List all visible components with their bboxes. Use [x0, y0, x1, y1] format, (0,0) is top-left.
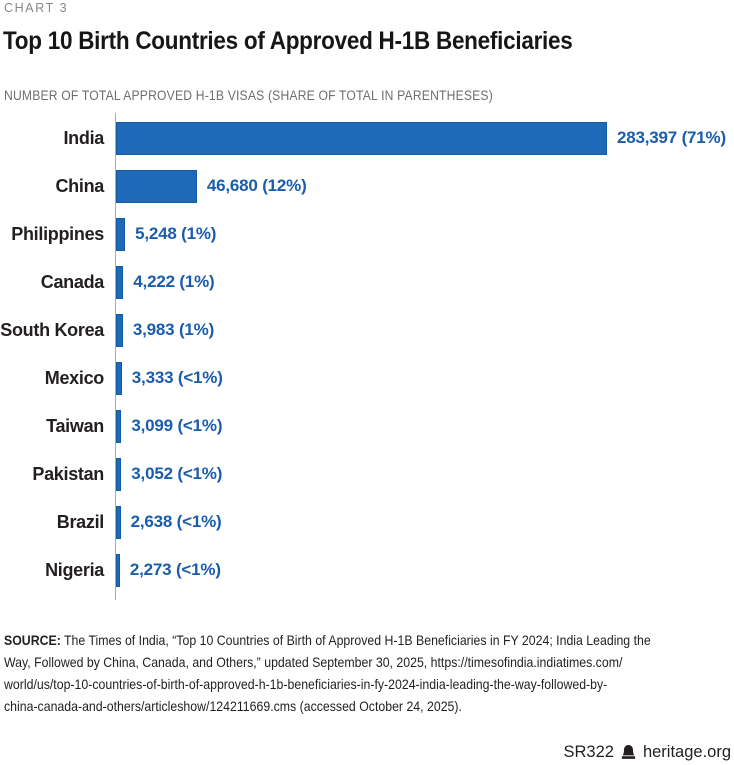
category-label: Brazil: [56, 511, 105, 532]
bar-row: Mexico 3,333 (<1%): [0, 354, 734, 402]
bar-area: 46,680 (12%): [116, 162, 734, 210]
bar: [116, 409, 122, 443]
value-label: 4,222 (1%): [133, 272, 215, 291]
bar: [116, 505, 121, 539]
source-label: SOURCE:: [4, 632, 61, 648]
bar-area: 3,099 (<1%): [116, 402, 734, 450]
category-label: Mexico: [44, 367, 105, 388]
category-label: Philippines: [11, 223, 104, 244]
bar: [116, 217, 126, 251]
heritage-bell-icon: [621, 745, 636, 759]
value-label: 46,680 (12%): [206, 176, 307, 195]
bar-area: 4,222 (1%): [116, 258, 734, 306]
value-label: 5,248 (1%): [135, 224, 217, 243]
bar-row: Taiwan 3,099 (<1%): [0, 402, 734, 450]
source-note: SOURCE: The Times of India, “Top 10 Coun…: [4, 629, 734, 717]
bar: [116, 553, 120, 587]
bar: [116, 169, 197, 203]
source-line-3: world/us/top-10-countries-of-birth-of-ap…: [4, 676, 608, 692]
bar-area: 3,333 (<1%): [116, 354, 734, 402]
bar-rows: India 283,397 (71%) China 46,680 (12%) P…: [0, 114, 734, 594]
bar: [116, 313, 123, 347]
bar-row: Brazil 2,638 (<1%): [0, 498, 734, 546]
bar-chart: India 283,397 (71%) China 46,680 (12%) P…: [0, 113, 734, 600]
site-name: heritage.org: [642, 743, 731, 761]
category-label: Nigeria: [45, 559, 104, 580]
bar: [116, 121, 607, 155]
value-label: 3,052 (<1%): [131, 464, 223, 483]
bar: [116, 265, 124, 299]
bar-row: South Korea 3,983 (1%): [0, 306, 734, 354]
bar-row: India 283,397 (71%): [0, 114, 734, 162]
report-id: SR322: [563, 743, 614, 761]
bar-area: 5,248 (1%): [116, 210, 734, 258]
bar-row: Philippines 5,248 (1%): [0, 210, 734, 258]
bar: [116, 361, 122, 395]
value-label: 2,638 (<1%): [130, 512, 222, 531]
bar-area: 2,638 (<1%): [116, 498, 734, 546]
category-label: Canada: [40, 271, 105, 292]
source-line-1: SOURCE: The Times of India, “Top 10 Coun…: [4, 629, 734, 651]
bar-area: 3,983 (1%): [116, 306, 734, 354]
bar: [116, 457, 122, 491]
bar-area: 2,273 (<1%): [116, 546, 734, 594]
chart-subtitle: NUMBER OF TOTAL APPROVED H-1B VISAS (SHA…: [4, 88, 493, 103]
bar-area: 3,052 (<1%): [116, 450, 734, 498]
value-label: 2,273 (<1%): [129, 560, 221, 579]
source-line-4: china-canada-and-others/articleshow/1242…: [4, 698, 462, 714]
value-label: 283,397 (71%): [617, 128, 726, 147]
source-line-2: Way, Followed by China, Canada, and Othe…: [4, 654, 623, 670]
source-text-1: The Times of India, “Top 10 Countries of…: [64, 632, 651, 648]
category-label: South Korea: [0, 319, 104, 340]
bar-area: 283,397 (71%): [116, 114, 734, 162]
bar-row: Pakistan 3,052 (<1%): [0, 450, 734, 498]
category-label: China: [55, 175, 104, 196]
value-label: 3,099 (<1%): [131, 416, 223, 435]
category-label: India: [63, 127, 104, 148]
value-label: 3,333 (<1%): [131, 368, 223, 387]
value-label: 3,983 (1%): [132, 320, 215, 339]
footer: SR322 heritage.org: [563, 743, 731, 762]
y-axis-line: [114, 113, 116, 600]
bar-row: Canada 4,222 (1%): [0, 258, 734, 306]
chart-number-label: CHART 3: [4, 1, 69, 15]
bar-row: Nigeria 2,273 (<1%): [0, 546, 734, 594]
chart-title: Top 10 Birth Countries of Approved H-1B …: [3, 27, 573, 55]
category-label: Taiwan: [46, 415, 104, 436]
bar-row: China 46,680 (12%): [0, 162, 734, 210]
category-label: Pakistan: [32, 463, 104, 484]
